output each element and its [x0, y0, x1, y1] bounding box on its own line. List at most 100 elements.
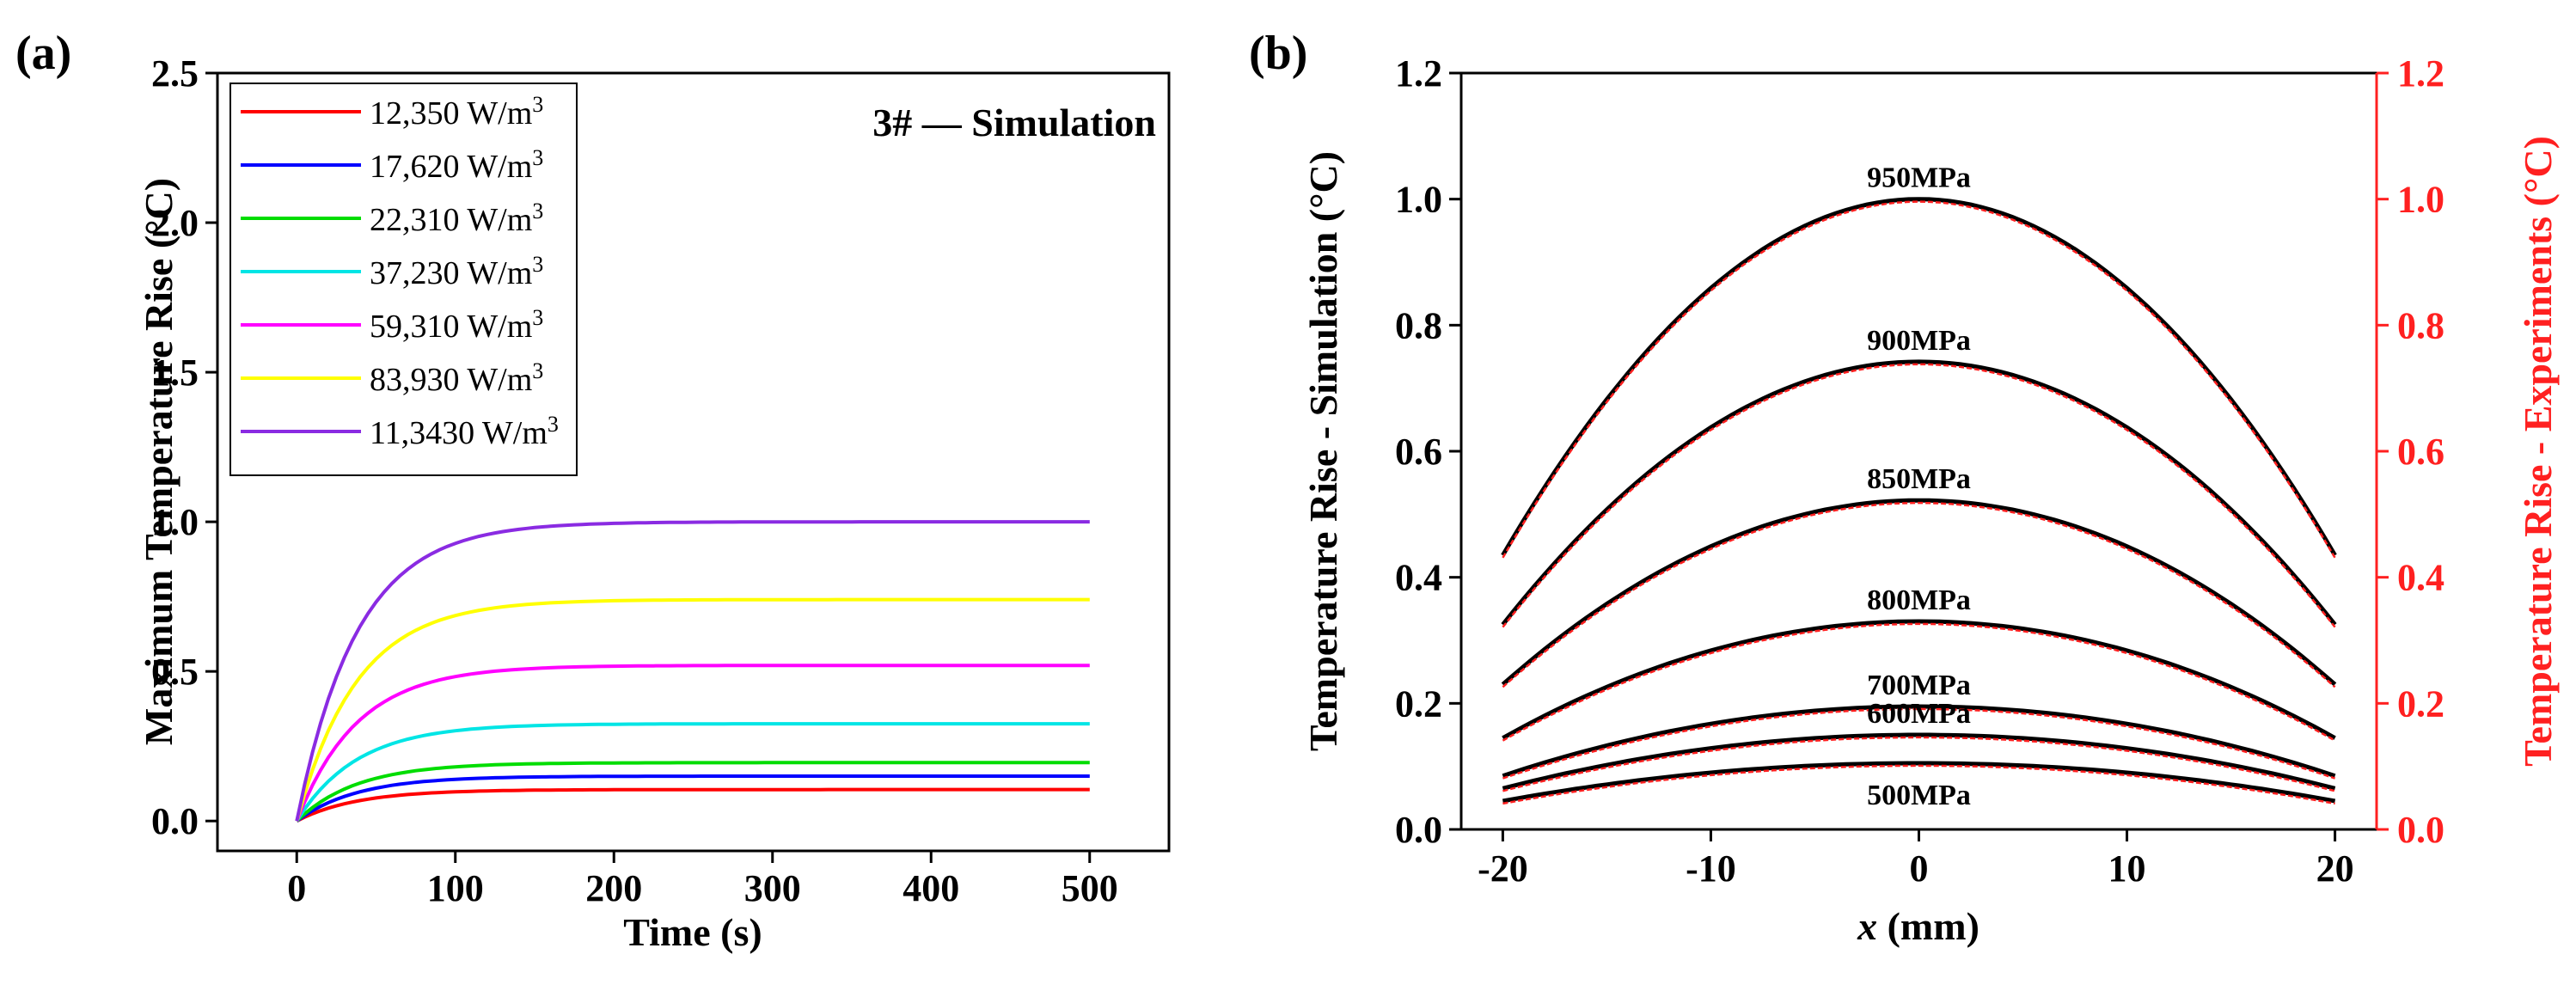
right-y-tick-label: 0.0: [2397, 809, 2444, 851]
legend-label-text: 12,350 W/m: [370, 95, 532, 132]
simulation-line: [1501, 197, 2337, 557]
panel-a-annotation: 3# — Simulation: [872, 101, 1156, 144]
right-y-tick-label: 0.2: [2397, 682, 2444, 725]
experiment-line: [1502, 622, 2336, 742]
right-y-tick-label: 0.4: [2397, 557, 2444, 599]
x-tick-label: 300: [744, 867, 801, 909]
panel-a-frame: [216, 71, 1171, 853]
x-tick-label: 500: [1062, 867, 1118, 909]
series-label: 700MPa: [1867, 670, 1971, 701]
series-line: [295, 761, 1090, 823]
x-tick-label: 0: [1910, 847, 1929, 890]
experiment-line: [1502, 707, 2335, 780]
x-tick-label: -10: [1686, 847, 1736, 890]
legend-label-text: 11,3430 W/m: [370, 415, 548, 451]
simulation-line: [1502, 732, 2336, 791]
panel-a: (a) 0.00.51.01.52.02.5 0 100 200 300 400 500 …: [15, 27, 1171, 954]
y-tick-label: 0.5: [151, 651, 199, 693]
series-label: 500MPa: [1867, 780, 1971, 811]
experiment-line: [1502, 764, 2335, 805]
right-y-tick-label: 0.6: [2397, 431, 2444, 473]
series-line: [295, 597, 1090, 822]
y-tick-label: 2.0: [151, 202, 199, 244]
series-line: [295, 722, 1090, 823]
series-line: [295, 520, 1090, 822]
x-tick-label: 400: [903, 867, 959, 909]
x-tick-label: 100: [427, 867, 484, 909]
panel-b: (b) 0.00.20.40.60.81.01.2 0.00.20.40.60.…: [1249, 27, 2560, 948]
legend-label-text: 37,230 W/m: [370, 255, 532, 291]
legend-label-sup: 3: [532, 252, 543, 277]
legend-label: 59,310 W/m3: [370, 305, 543, 346]
experiment-line: [1502, 501, 2336, 688]
experiment-line: [1502, 736, 2335, 792]
experiment-line: [1502, 363, 2336, 628]
panel-b-label: (b): [1249, 27, 1307, 80]
legend-label: 12,350 W/m3: [370, 92, 543, 132]
series-line: [296, 774, 1090, 823]
right-y-tick-label: 1.2: [2397, 52, 2444, 95]
y-tick-label: 1.5: [151, 352, 199, 394]
panel-b-y-ticks: 0.0 0.2 0.4 0.6 0.8 1.0 1.2: [1395, 52, 1461, 851]
legend-label: 11,3430 W/m3: [370, 412, 559, 452]
panel-b-right-y-axis-label: Temperature Rise - Experiments (°C): [2516, 136, 2560, 767]
x-tick-label: -20: [1478, 847, 1528, 890]
simulation-line: [1502, 619, 2336, 740]
legend-label: 22,310 W/m3: [370, 199, 543, 239]
x-axis-unit: (mm): [1877, 904, 1979, 948]
series-label: 950MPa: [1867, 162, 1971, 194]
legend-label-text: 83,930 W/m: [370, 362, 532, 398]
panel-a-x-axis-label: Time (s): [623, 910, 762, 954]
series-label: 850MPa: [1867, 463, 1971, 495]
series-line: [295, 664, 1090, 822]
panel-b-right-y-ticks: 0.0 0.2 0.4 0.6 0.8 1.0 1.2: [2377, 52, 2444, 851]
panel-b-x-ticks: -20 -10 0 10 20: [1478, 829, 2354, 890]
legend-label-sup: 3: [532, 305, 543, 330]
legend-label-sup: 3: [532, 199, 543, 223]
legend-label-sup: 3: [532, 358, 543, 383]
y-tick-label: 1.0: [151, 501, 199, 543]
y-tick-label: 0.2: [1395, 682, 1442, 725]
series-label: 800MPa: [1867, 584, 1971, 616]
simulation-line: [1502, 761, 2336, 804]
y-tick-label: 0.0: [1395, 809, 1442, 851]
right-y-tick-label: 1.0: [2397, 179, 2444, 221]
simulation-line: [1502, 704, 2336, 779]
y-tick-label: 0.4: [1395, 557, 1442, 599]
y-tick-label: 1.0: [1395, 179, 1442, 221]
panel-a-x-ticks: 0 100 200 300 400 500: [287, 851, 1118, 909]
legend-label-sup: 3: [548, 412, 559, 437]
legend-label-sup: 3: [532, 145, 543, 170]
legend-label: 17,620 W/m3: [370, 145, 543, 186]
legend-box: [229, 83, 578, 476]
simulation-line: [1501, 498, 2337, 687]
y-tick-label: 0.0: [151, 800, 199, 842]
y-tick-label: 0.8: [1395, 304, 1442, 346]
legend-label: 37,230 W/m3: [370, 252, 543, 292]
legend-label-sup: 3: [532, 92, 543, 117]
panel-a-series-lines: [295, 520, 1090, 823]
legend-label-text: 22,310 W/m: [370, 202, 532, 238]
legend-label: 83,930 W/m3: [370, 358, 543, 399]
legend-label-text: 59,310 W/m: [370, 309, 532, 345]
y-tick-label: 0.6: [1395, 431, 1442, 473]
panel-b-y-axis-label: Temperature Rise - Simulation (°C): [1301, 151, 1345, 751]
experiment-line: [1502, 200, 2336, 559]
right-y-tick-label: 0.8: [2397, 304, 2444, 346]
panel-a-label: (a): [15, 27, 71, 80]
panel-b-x-axis-label: x (mm): [1857, 904, 1979, 948]
series-line: [296, 787, 1090, 823]
legend-label-text: 17,620 W/m: [370, 149, 532, 185]
x-tick-label: 0: [287, 867, 306, 909]
x-tick-label: 10: [2108, 847, 2146, 890]
series-label: 600MPa: [1867, 698, 1971, 730]
x-tick-label: 200: [585, 867, 642, 909]
simulation-line: [1501, 359, 2337, 627]
x-axis-variable: x: [1857, 904, 1877, 948]
panel-a-y-ticks: 0.0 0.5 1.0 1.5 2.0 2.5: [151, 52, 217, 842]
x-tick-label: 20: [2316, 847, 2354, 890]
panel-a-y-axis-label: Maximum Temperature Rise (°C): [137, 178, 181, 745]
